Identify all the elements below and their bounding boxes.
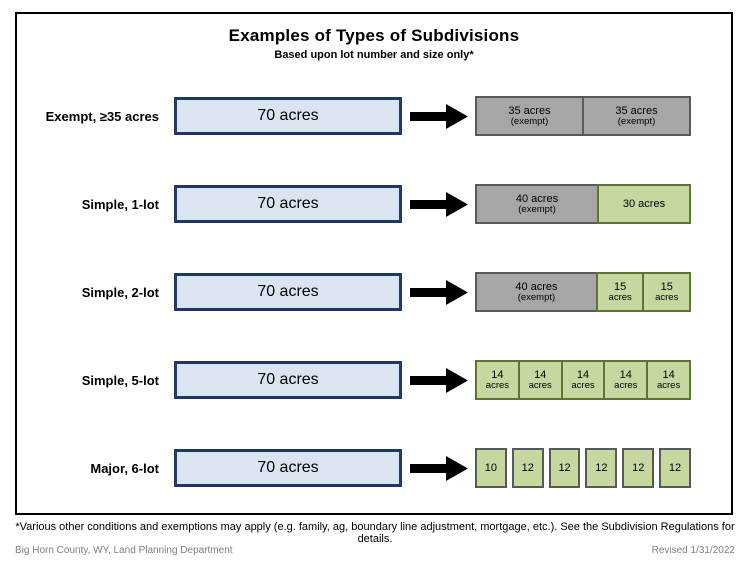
right-arrow-icon — [402, 455, 475, 482]
parcel-note-label: acres — [655, 291, 679, 303]
result-parcel-box: 12 — [548, 448, 581, 488]
result-parcel-box: 14 acres — [517, 360, 563, 400]
result-group: 40 acres (exempt) 30 acres — [475, 184, 691, 224]
page-subtitle: Based upon lot number and size only* — [274, 49, 474, 61]
right-arrow-icon — [402, 103, 475, 130]
result-parcel-box: 35 acres (exempt) — [582, 96, 691, 136]
parcel-acreage-label: 12 — [558, 461, 571, 474]
right-arrow-icon — [402, 279, 475, 306]
result-parcel-box: 12 — [511, 448, 544, 488]
parcel-acreage-label: 35 acres — [508, 104, 551, 117]
parcel-note-label: acres — [656, 379, 681, 391]
row-label: Simple, 5-lot — [81, 372, 159, 388]
parcel-note-label: acres — [614, 379, 638, 391]
parcel-acreage-label: 12 — [521, 461, 534, 474]
parcel-note-label: acres — [608, 291, 632, 303]
result-group: 40 acres (exempt) 15 acres 15 acres — [475, 272, 692, 312]
parcel-note-label: (exempt) — [518, 203, 556, 215]
parcel-acreage-label: 14 — [491, 368, 504, 381]
parcel-acreage-label: 12 — [668, 461, 682, 474]
parcel-acreage-label: 15 — [614, 280, 627, 293]
rows-container: Exempt, ≥35 acres 70 acres 35 acres (exem… — [17, 72, 731, 512]
parcel-acreage-label: 12 — [632, 461, 645, 474]
result-group: 10 12 12 12 12 12 — [475, 448, 691, 488]
parcel-acreage-label: 15 — [660, 280, 673, 293]
result-parcel-box: 12 — [585, 448, 618, 488]
result-parcel-box: 14 acres — [603, 360, 649, 400]
parcel-acreage-label: 40 acres — [515, 280, 558, 293]
parcel-acreage-label: 12 — [595, 461, 608, 474]
row-exempt-35-acres: Exempt, ≥35 acres 70 acres 35 acres (exem… — [17, 96, 731, 136]
row-major-6-lot: Major, 6-lot 70 acres 10 12 12 12 12 12 — [17, 448, 731, 488]
result-group: 35 acres (exempt) 35 acres (exempt) — [475, 96, 691, 136]
source-parcel-box: 70 acres — [174, 449, 402, 487]
result-parcel-box: 15 acres — [642, 272, 692, 312]
parcel-acreage-label: 14 — [619, 368, 632, 381]
parcel-acreage-label: 30 acres — [622, 197, 666, 210]
footer-revised-date: Revised 1/31/2022 — [651, 545, 735, 556]
row-label: Simple, 2-lot — [81, 284, 159, 300]
footnote: *Various other conditions and exemptions… — [15, 521, 735, 545]
result-parcel-box: 14 acres — [560, 360, 606, 400]
result-parcel-box: 14 acres — [646, 360, 691, 400]
row-simple-1-lot: Simple, 1-lot 70 acres 40 acres (exempt) 3… — [17, 184, 731, 224]
result-parcel-box: 12 — [622, 448, 655, 488]
parcel-note-label: acres — [528, 379, 552, 391]
parcel-note-label: (exempt) — [510, 115, 549, 127]
result-parcel-box: 15 acres — [595, 272, 645, 312]
footer-department: Big Horn County, WY, Land Planning Depar… — [15, 545, 233, 556]
result-parcel-box: 10 — [475, 448, 507, 488]
right-arrow-icon — [402, 367, 475, 394]
diagram-frame: Examples of Types of Subdivisions Based … — [15, 12, 733, 515]
source-parcel-box: 70 acres — [174, 97, 402, 135]
footer: Big Horn County, WY, Land Planning Depar… — [15, 545, 735, 556]
result-parcel-box: 40 acres (exempt) — [475, 272, 598, 312]
row-simple-2-lot: Simple, 2-lot 70 acres 40 acres (exempt) 1… — [17, 272, 731, 312]
source-parcel-box: 70 acres — [174, 185, 402, 223]
parcel-acreage-label: 40 acres — [515, 192, 559, 205]
page-title: Examples of Types of Subdivisions — [228, 26, 520, 45]
parcel-note-label: (exempt) — [617, 115, 656, 127]
result-group: 14 acres 14 acres 14 acres 14 acres 14 acres — [475, 360, 691, 400]
parcel-acreage-label: 14 — [662, 368, 675, 381]
result-parcel-box: 12 — [659, 448, 691, 488]
source-parcel-box: 70 acres — [174, 361, 402, 399]
parcel-acreage-label: 10 — [484, 461, 498, 474]
parcel-acreage-label: 14 — [534, 368, 547, 381]
parcel-acreage-label: 35 acres — [615, 104, 658, 117]
result-parcel-box: 35 acres (exempt) — [475, 96, 584, 136]
parcel-note-label: acres — [571, 379, 595, 391]
result-parcel-box: 30 acres — [597, 184, 691, 224]
row-label: Exempt, ≥35 acres — [45, 108, 159, 124]
right-arrow-icon — [402, 191, 475, 218]
parcel-note-label: acres — [485, 379, 510, 391]
result-parcel-box: 40 acres (exempt) — [475, 184, 599, 224]
result-parcel-box: 14 acres — [475, 360, 520, 400]
parcel-note-label: (exempt) — [517, 291, 556, 303]
parcel-acreage-label: 14 — [576, 368, 590, 381]
row-simple-5-lot: Simple, 5-lot 70 acres 14 acres 14 acres 14 a… — [17, 360, 731, 400]
source-parcel-box: 70 acres — [174, 273, 402, 311]
row-label: Simple, 1-lot — [81, 196, 159, 212]
row-label: Major, 6-lot — [90, 460, 159, 476]
